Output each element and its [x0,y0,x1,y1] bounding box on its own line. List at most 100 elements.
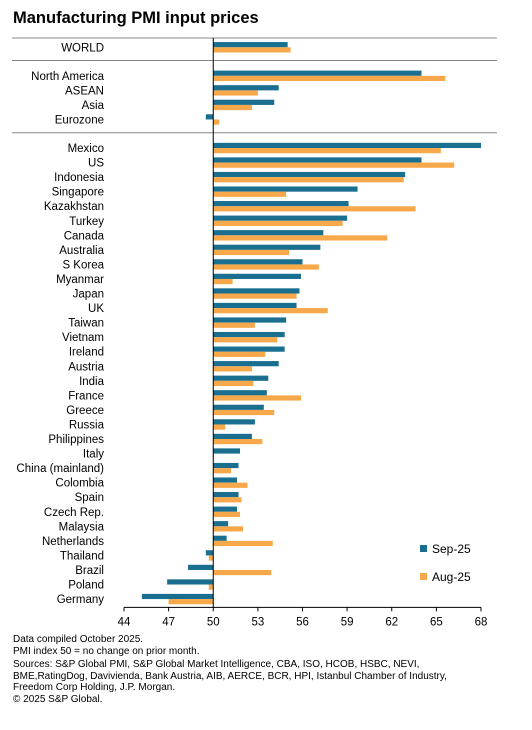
bar-aug25-s-korea [213,264,319,270]
bar-aug25-czech-rep [213,511,241,517]
category-label-greece: Greece [66,405,104,417]
bar-sep25-spain [213,492,239,498]
bar-sep25-austria [213,361,279,367]
bar-sep25-canada [213,230,324,236]
category-label-malaysia: Malaysia [59,521,105,533]
bar-sep25-asia [213,99,275,105]
bar-sep25-philippines [213,433,252,440]
category-label-asean: ASEAN [65,85,104,97]
bar-sep25-singapore [213,186,358,192]
bar-aug25-greece [213,409,275,416]
bar-sep25-ireland [213,346,285,352]
bar-aug25-germany [168,599,214,605]
category-label-indonesia: Indonesia [54,172,104,184]
bar-aug25-us [213,162,455,168]
bar-sep25-japan [213,288,300,294]
footnote-sources-3: Freedom Corp Holding, J.P. Morgan. [13,682,176,694]
bar-aug25-spain [213,497,242,503]
bar-sep25-czech-rep [213,506,238,512]
footnote-pmi-index: PMI index 50 = no change on prior month. [13,645,200,657]
category-label-ireland: Ireland [69,347,104,359]
bar-sep25-us [213,157,422,163]
bar-aug25-colombia [213,482,248,488]
category-label-mexico: Mexico [68,143,104,155]
bar-sep25-indonesia [213,171,406,178]
bar-sep25-france [213,390,267,396]
category-label-vietnam: Vietnam [62,332,104,344]
x-tick-label-50: 50 [207,616,220,628]
category-label-uk: UK [88,303,104,315]
bar-sep25-russia [213,419,255,425]
bar-aug25-australia [213,249,290,256]
x-tick-label-59: 59 [341,616,354,628]
bar-aug25-myanmar [213,278,233,285]
category-label-china-mainland: China (mainland) [16,463,104,475]
bar-aug25-mexico [213,148,441,154]
bar-sep25-turkey [213,215,348,221]
legend-label-sep25: Sep-25 [432,542,471,556]
bar-aug25-malaysia [213,526,243,532]
category-label-netherlands: Netherlands [42,536,104,548]
bar-aug25-north-america [213,75,446,82]
bar-sep25-netherlands [213,535,227,541]
bar-sep25-myanmar [213,273,302,279]
bar-sep25-thailand [205,550,214,556]
category-label-eurozone: Eurozone [55,114,104,126]
bar-aug25-netherlands [213,540,273,547]
bar-sep25-malaysia [213,521,229,527]
bar-sep25-north-america [213,70,422,76]
bar-sep25-mexico [213,142,481,149]
bar-aug25-uk [213,308,328,314]
legend-label-aug25: Aug-25 [432,570,471,584]
bar-sep25-india [213,375,269,381]
bar-aug25-singapore [213,191,287,197]
bar-aug25-philippines [213,439,263,445]
bar-sep25-germany [141,593,214,600]
category-label-australia: Australia [59,245,104,257]
footnote-sources-1: Sources: S&P Global PMI, S&P Global Mark… [13,659,420,671]
bar-aug25-kazakhstan [213,206,416,212]
category-label-north-america: North America [31,71,104,83]
bar-aug25-china-mainland [213,468,232,474]
bar-sep25-world [213,42,288,48]
bar-sep25-kazakhstan [213,201,349,207]
bar-sep25-greece [213,404,264,410]
category-label-singapore: Singapore [52,187,104,199]
bar-aug25-asia [213,104,252,111]
bar-aug25-taiwan [213,322,255,328]
bar-sep25-poland [167,579,214,585]
bar-sep25-australia [213,244,321,250]
category-label-asia: Asia [82,100,105,112]
x-tick-label-65: 65 [430,616,443,628]
legend-swatch-aug25 [420,573,427,580]
bar-sep25-eurozone [205,114,214,120]
bar-aug25-india [213,380,254,387]
category-label-india: India [79,376,105,388]
x-tick-label-68: 68 [475,616,488,628]
category-label-kazakhstan: Kazakhstan [44,201,104,213]
category-label-world: WORLD [61,42,104,54]
bar-sep25-s-korea [213,259,303,265]
x-tick-label-56: 56 [296,616,309,628]
bar-aug25-world [213,47,291,53]
bar-aug25-vietnam [213,337,278,343]
category-label-turkey: Turkey [69,216,104,228]
category-label-colombia: Colombia [55,478,104,490]
bar-aug25-turkey [213,220,343,226]
category-label-brazil: Brazil [75,565,104,577]
footnote-copyright: © 2025 S&P Global. [13,693,103,705]
category-label-myanmar: Myanmar [56,274,104,286]
bar-sep25-taiwan [213,317,287,323]
category-label-canada: Canada [64,230,105,242]
bar-aug25-eurozone [213,119,220,125]
category-label-thailand: Thailand [60,550,104,562]
category-label-philippines: Philippines [48,434,104,446]
category-label-spain: Spain [75,492,104,504]
bar-aug25-austria [213,366,252,372]
bar-sep25-asean [213,85,279,91]
bar-aug25-indonesia [213,177,404,183]
category-label-s-korea: S Korea [62,259,104,271]
bar-aug25-japan [213,293,297,299]
bar-sep25-china-mainland [213,462,239,469]
chart-title: Manufacturing PMI input prices [13,9,259,27]
